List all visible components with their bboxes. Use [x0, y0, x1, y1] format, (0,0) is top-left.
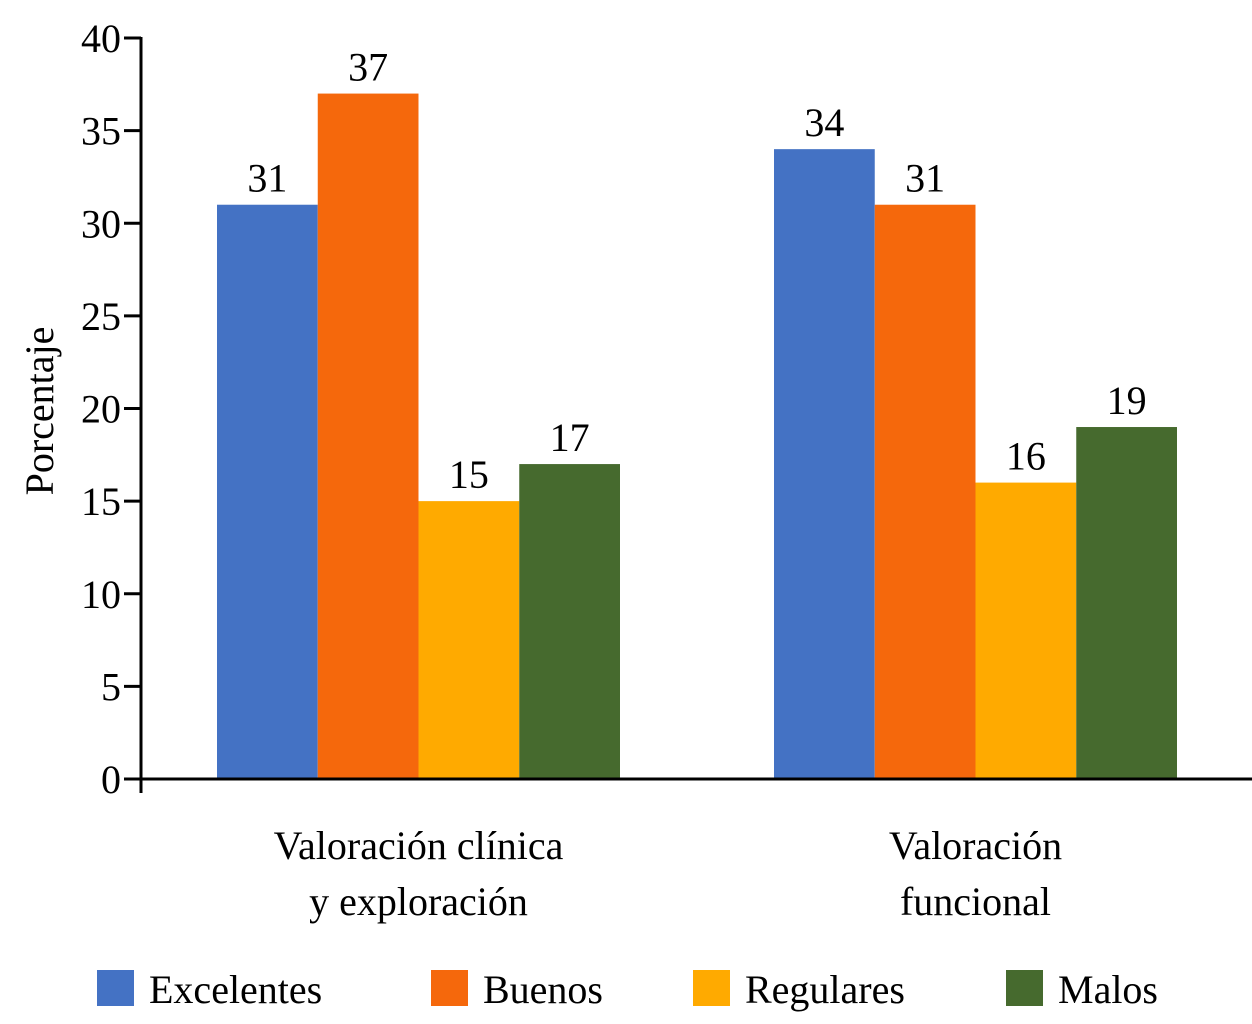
data-label: 34 — [804, 100, 844, 145]
data-label: 19 — [1107, 378, 1147, 423]
legend-item-excelentes: Excelentes — [97, 967, 322, 1012]
y-axis: 0 5 10 15 20 25 30 35 40 — [81, 16, 143, 802]
category-label: Valoración clínica — [274, 823, 564, 868]
y-tick-label: 5 — [101, 664, 121, 709]
data-labels-layer: 31 34 37 31 15 16 17 19 — [247, 45, 1146, 498]
bar-excelentes-1 — [774, 149, 875, 779]
category-label: funcional — [900, 879, 1051, 924]
category-label: Valoración — [889, 823, 1062, 868]
y-tick-label: 40 — [81, 16, 121, 61]
category-labels: Valoración clínica y exploración Valoració… — [274, 823, 1063, 924]
y-tick-label: 10 — [81, 572, 121, 617]
bar-buenos-0 — [317, 93, 419, 779]
data-label: 31 — [247, 156, 287, 201]
y-tick-label: 35 — [81, 109, 121, 154]
data-label: 17 — [550, 415, 590, 460]
legend-swatch — [97, 970, 134, 1006]
category-label: y exploración — [309, 879, 528, 924]
data-label: 16 — [1006, 434, 1046, 479]
y-tick-label: 0 — [101, 757, 121, 802]
legend-swatch — [1006, 970, 1043, 1006]
legend-label: Malos — [1058, 967, 1158, 1012]
bar-regulares-0 — [418, 501, 520, 779]
legend-swatch — [693, 970, 730, 1006]
legend-label: Buenos — [483, 967, 603, 1012]
legend-item-buenos: Buenos — [431, 967, 603, 1012]
bar-malos-0 — [519, 464, 620, 779]
bar-buenos-1 — [874, 204, 976, 780]
data-label: 31 — [905, 156, 945, 201]
legend-item-malos: Malos — [1006, 967, 1158, 1012]
y-tick-label: 15 — [81, 479, 121, 524]
y-tick-label: 20 — [81, 387, 121, 432]
legend-item-regulares: Regulares — [693, 967, 905, 1012]
y-tick-label: 25 — [81, 294, 121, 339]
y-tick-label: 30 — [81, 201, 121, 246]
bar-regulares-1 — [975, 482, 1077, 779]
legend: Excelentes Buenos Regulares Malos — [97, 967, 1158, 1012]
bar-malos-1 — [1076, 427, 1177, 779]
data-label: 15 — [449, 452, 489, 497]
legend-swatch — [431, 970, 468, 1006]
data-label: 37 — [348, 45, 388, 90]
y-axis-title: Porcentaje — [17, 327, 62, 496]
bars-layer — [217, 93, 1177, 780]
legend-label: Regulares — [745, 967, 905, 1012]
legend-label: Excelentes — [149, 967, 322, 1012]
bar-excelentes-0 — [217, 204, 318, 780]
